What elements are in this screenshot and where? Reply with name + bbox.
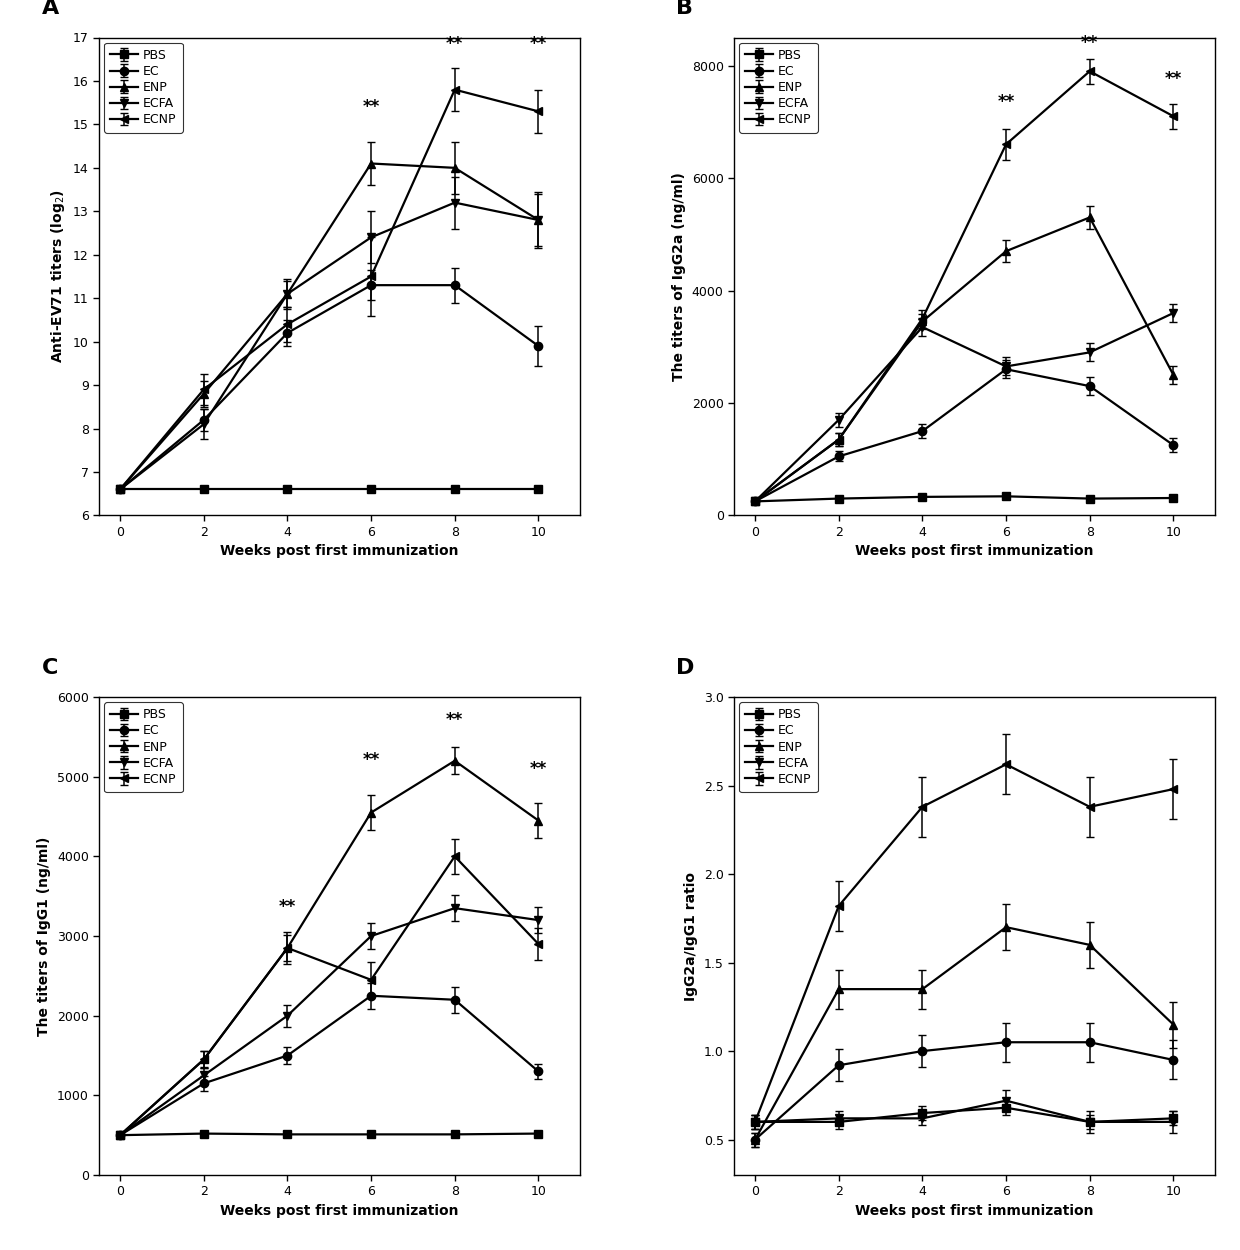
Text: D: D (677, 658, 694, 678)
Text: **: ** (362, 751, 379, 769)
Legend: PBS, EC, ENP, ECFA, ECNP: PBS, EC, ENP, ECFA, ECNP (104, 42, 182, 132)
Text: **: ** (446, 711, 464, 729)
Text: **: ** (1164, 70, 1182, 88)
Text: **: ** (529, 760, 547, 779)
Y-axis label: The titers of IgG1 (ng/ml): The titers of IgG1 (ng/ml) (37, 836, 51, 1036)
Text: **: ** (446, 35, 464, 52)
Text: B: B (677, 0, 693, 19)
Y-axis label: Anti-EV71 titers (log$_2$): Anti-EV71 titers (log$_2$) (50, 190, 67, 364)
X-axis label: Weeks post first immunization: Weeks post first immunization (221, 1204, 459, 1218)
X-axis label: Weeks post first immunization: Weeks post first immunization (856, 1204, 1094, 1218)
Y-axis label: IgG2a/IgG1 ratio: IgG2a/IgG1 ratio (684, 871, 698, 1000)
Legend: PBS, EC, ENP, ECFA, ECNP: PBS, EC, ENP, ECFA, ECNP (104, 703, 182, 792)
Text: A: A (41, 0, 58, 19)
Text: **: ** (529, 35, 547, 52)
Text: **: ** (997, 92, 1014, 110)
Legend: PBS, EC, ENP, ECFA, ECNP: PBS, EC, ENP, ECFA, ECNP (739, 703, 817, 792)
Y-axis label: The titers of IgG2a (ng/ml): The titers of IgG2a (ng/ml) (672, 173, 686, 381)
X-axis label: Weeks post first immunization: Weeks post first immunization (856, 545, 1094, 559)
Text: **: ** (362, 98, 379, 116)
X-axis label: Weeks post first immunization: Weeks post first immunization (221, 545, 459, 559)
Text: **: ** (1081, 34, 1099, 51)
Legend: PBS, EC, ENP, ECFA, ECNP: PBS, EC, ENP, ECFA, ECNP (739, 42, 817, 132)
Text: **: ** (279, 898, 296, 916)
Text: C: C (41, 658, 58, 678)
